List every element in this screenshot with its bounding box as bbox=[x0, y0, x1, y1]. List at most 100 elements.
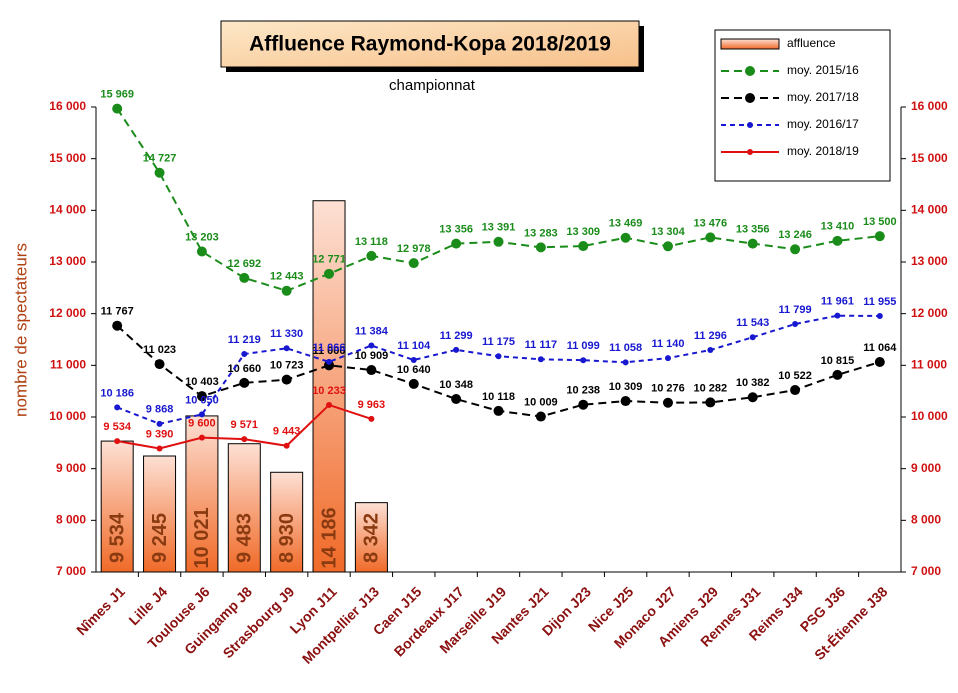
point-marker bbox=[239, 272, 250, 283]
point-marker bbox=[241, 351, 248, 358]
point-value-label: 10 009 bbox=[524, 396, 558, 408]
point-value-label: 12 443 bbox=[270, 271, 304, 283]
point-value-label: 11 140 bbox=[651, 338, 684, 350]
point-marker bbox=[410, 356, 417, 363]
y2-tick-label: 16 000 bbox=[911, 99, 948, 113]
point-marker bbox=[747, 392, 758, 403]
point-value-label: 13 118 bbox=[355, 236, 388, 248]
point-marker bbox=[747, 238, 758, 249]
point-value-label: 11 955 bbox=[863, 296, 896, 308]
point-value-label: 13 203 bbox=[185, 231, 219, 243]
point-marker bbox=[705, 232, 716, 243]
point-marker bbox=[495, 353, 502, 360]
point-value-label: 12 978 bbox=[397, 243, 431, 255]
y-axis-label: nombre de spectateurs bbox=[11, 243, 30, 417]
point-marker bbox=[874, 231, 885, 242]
point-value-label: 11 117 bbox=[525, 339, 557, 351]
point-value-label: 13 356 bbox=[439, 224, 473, 236]
bar-value-label: 10 021 bbox=[191, 507, 213, 568]
point-marker bbox=[154, 167, 165, 178]
y-tick-label: 16 000 bbox=[49, 99, 86, 113]
point-marker bbox=[537, 356, 544, 363]
point-marker bbox=[112, 320, 123, 331]
point-value-label: 13 356 bbox=[736, 224, 770, 236]
point-marker bbox=[154, 359, 165, 370]
point-marker bbox=[196, 391, 207, 402]
point-value-label: 11 299 bbox=[440, 330, 473, 342]
point-value-label: 10 282 bbox=[694, 382, 728, 394]
point-value-label: 11 767 bbox=[101, 306, 134, 318]
point-marker bbox=[578, 399, 589, 410]
y-tick-label: 14 000 bbox=[49, 203, 86, 217]
bar bbox=[143, 455, 177, 573]
y-tick-label: 8 000 bbox=[56, 513, 86, 527]
point-marker bbox=[408, 378, 419, 389]
y-tick-label: 13 000 bbox=[49, 254, 86, 268]
point-marker bbox=[368, 415, 375, 422]
point-value-label: 11 000 bbox=[313, 345, 346, 357]
point-value-label: 13 410 bbox=[821, 221, 855, 233]
y2-tick-label: 7 000 bbox=[911, 564, 941, 578]
point-value-label: 11 058 bbox=[609, 342, 642, 354]
point-marker bbox=[620, 232, 631, 243]
point-marker bbox=[620, 396, 631, 407]
bar-value-label: 14 186 bbox=[318, 507, 340, 568]
y-tick-label: 9 000 bbox=[56, 461, 86, 475]
point-value-label: 12 771 bbox=[312, 254, 346, 266]
x-tick-label: Montpellier J13 bbox=[299, 583, 383, 667]
point-value-label: 15 969 bbox=[100, 89, 134, 101]
point-marker bbox=[664, 355, 671, 362]
y2-tick-label: 12 000 bbox=[911, 306, 948, 320]
point-marker bbox=[451, 394, 462, 405]
point-value-label: 13 391 bbox=[482, 222, 516, 234]
point-marker bbox=[241, 436, 248, 443]
point-value-label: 10 186 bbox=[100, 387, 134, 399]
point-marker bbox=[493, 236, 504, 247]
point-value-label: 10 909 bbox=[355, 350, 389, 362]
legend-marker bbox=[747, 149, 753, 155]
point-marker bbox=[707, 347, 714, 354]
point-marker bbox=[705, 397, 716, 408]
legend-label: moy. 2017/18 bbox=[787, 90, 859, 104]
point-marker bbox=[535, 242, 546, 253]
point-marker bbox=[368, 342, 375, 349]
point-value-label: 10 660 bbox=[227, 363, 261, 375]
point-marker bbox=[493, 405, 504, 416]
point-marker bbox=[366, 250, 377, 261]
legend-box bbox=[714, 29, 891, 182]
point-value-label: 13 469 bbox=[609, 218, 643, 230]
bar-value-label: 8 930 bbox=[276, 513, 298, 563]
point-marker bbox=[326, 358, 333, 365]
y2-tick-label: 8 000 bbox=[911, 513, 941, 527]
title-box bbox=[220, 20, 640, 68]
point-marker bbox=[239, 377, 250, 388]
point-value-label: 9 534 bbox=[103, 421, 131, 433]
point-value-label: 9 600 bbox=[188, 418, 216, 430]
bar-value-label: 9 534 bbox=[106, 512, 128, 563]
point-marker bbox=[114, 438, 121, 445]
point-marker bbox=[580, 357, 587, 364]
point-marker bbox=[832, 235, 843, 246]
chart-title: Affluence Raymond-Kopa 2018/2019 bbox=[249, 33, 611, 56]
bar-value-label: 9 245 bbox=[149, 513, 171, 563]
point-marker bbox=[792, 321, 799, 328]
point-marker bbox=[156, 420, 163, 427]
point-value-label: 13 246 bbox=[778, 229, 812, 241]
y2-tick-label: 14 000 bbox=[911, 203, 948, 217]
y-tick-label: 12 000 bbox=[49, 306, 86, 320]
x-tick-label: St-Étienne J38 bbox=[811, 583, 891, 663]
point-value-label: 11 064 bbox=[863, 342, 897, 354]
point-value-label: 9 963 bbox=[358, 399, 386, 411]
point-value-label: 11 543 bbox=[736, 317, 769, 329]
point-value-label: 10 348 bbox=[439, 379, 473, 391]
point-value-label: 13 476 bbox=[694, 217, 728, 229]
point-value-label: 9 390 bbox=[146, 428, 174, 440]
point-value-label: 9 868 bbox=[146, 404, 174, 416]
bar-value-label: 8 342 bbox=[361, 513, 383, 563]
point-marker bbox=[281, 374, 292, 385]
y2-tick-label: 15 000 bbox=[911, 151, 948, 165]
y-tick-label: 7 000 bbox=[56, 564, 86, 578]
point-marker bbox=[112, 103, 123, 114]
point-marker bbox=[874, 357, 885, 368]
y-tick-label: 15 000 bbox=[49, 151, 86, 165]
